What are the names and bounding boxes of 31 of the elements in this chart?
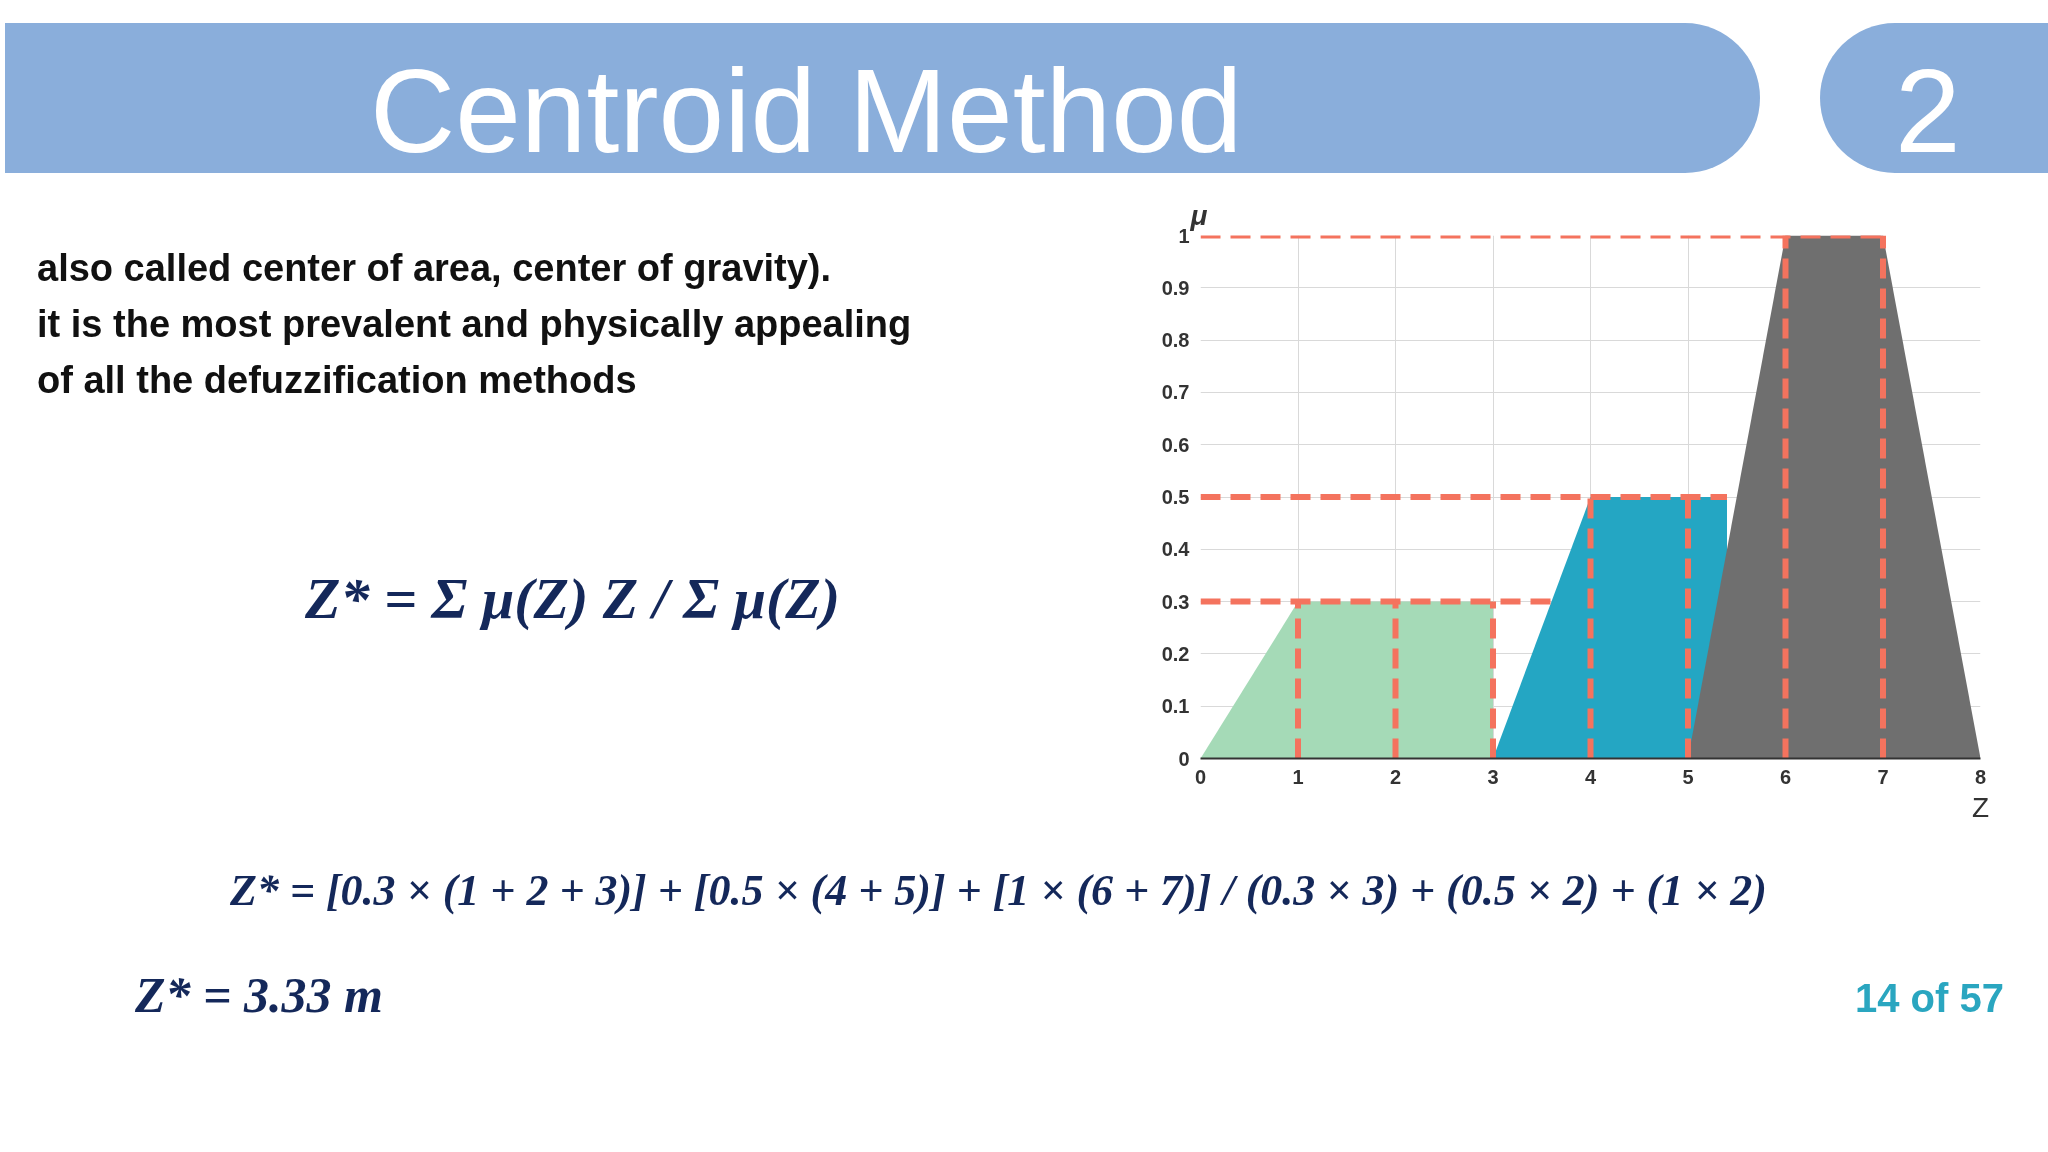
y-tick-label: 0 [1178,747,1190,770]
y-tick-label: 0.5 [1161,486,1190,508]
x-tick-label: 2 [1389,765,1402,788]
text: of all the defuzzification methods [37,359,637,401]
x-tick-label: 8 [1974,765,1987,788]
y-tick-label: 0.3 [1161,590,1190,613]
text: it is the most prevalent and physically appealing [37,303,912,345]
y-tick-label: 0.7 [1161,381,1190,404]
y-tick-label: 0.2 [1161,642,1190,665]
x-tick-label: 4 [1584,765,1597,788]
x-axis-title: Z [1971,791,1990,823]
text: Z* = 3.33 m [135,966,383,1025]
y-tick-label: 0.4 [1161,538,1191,561]
text: 14 of 57 [1855,975,2004,1022]
x-tick-label: 7 [1877,765,1889,788]
y-tick-label: 0.8 [1161,329,1190,352]
text: also called center of area, center of gravity). [37,247,832,289]
x-tick-label: 0 [1194,765,1207,788]
chart-title: Centroid Method [370,44,1243,179]
x-tick-label: 1 [1292,765,1304,788]
text: 2 [1895,44,1961,179]
y-tick-label: 0.1 [1161,695,1190,718]
y-tick-label: 1 [1178,224,1190,247]
y-tick-label: 0.9 [1161,276,1190,299]
y-axis-title: μ [1189,199,1208,231]
y-tick-label: 0.6 [1161,433,1190,456]
text: Z* = Σ μ(Z) Z / Σ μ(Z) [305,565,841,633]
x-tick-label: 6 [1779,765,1792,788]
text: Z* = [0.3 × (1 + 2 + 3)] + [0.5 × (4 + 5)] + [1 × (6 + 7)] / (0.3 × 3) + (0.5 × 2) + (1 × 2) [230,865,1767,917]
x-tick-label: 5 [1682,765,1694,788]
x-tick-label: 3 [1487,765,1499,788]
